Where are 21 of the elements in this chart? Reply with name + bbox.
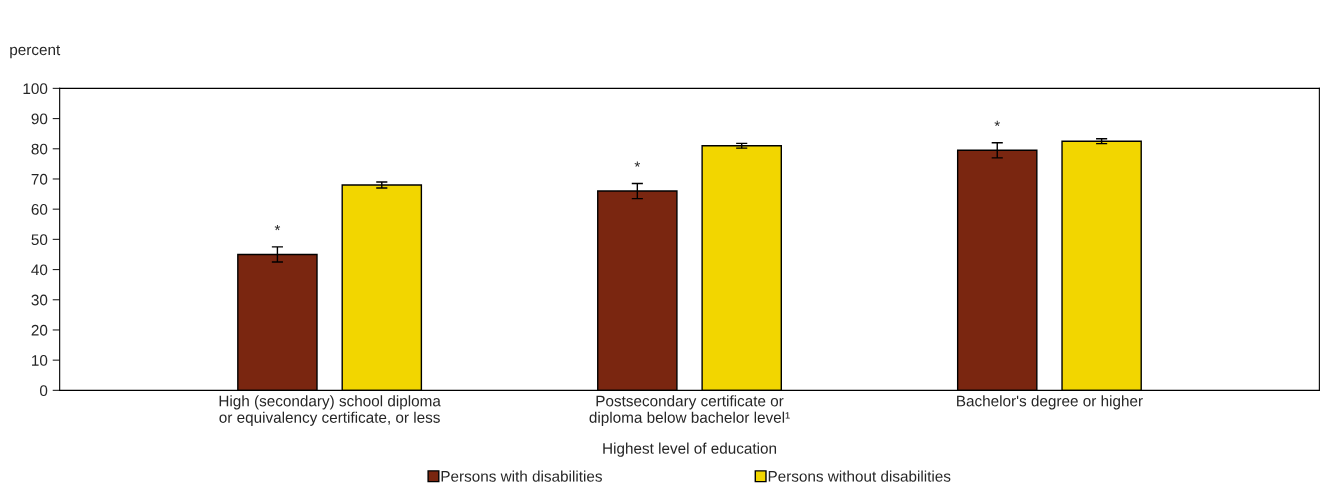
y-tick-label: 90 (31, 113, 48, 125)
y-tick-label: 100 (23, 83, 48, 95)
y-tick-label: 80 (31, 143, 48, 155)
x-tick-label: High (secondary) school diploma or equivalency certificate, or less (219, 395, 441, 426)
y-tick-label: 30 (31, 294, 48, 306)
legend-label: Persons with disabilities (441, 470, 602, 482)
y-tick-label: 40 (31, 264, 48, 276)
y-tick-label: 70 (31, 173, 48, 185)
y-tick-label: 60 (31, 204, 48, 215)
x-tick-label: Postsecondary certificate or diploma below bachelor level¹ (589, 395, 790, 426)
y-axis-title: percent (10, 45, 61, 59)
y-tick-label: 10 (32, 355, 48, 366)
annotation: * (994, 120, 1000, 127)
y-tick-label: 0 (39, 385, 48, 397)
legend-label: Persons without disabilities (768, 470, 951, 482)
x-tick-label: Bachelor's degree or higher (957, 395, 1143, 410)
y-tick-label: 20 (31, 324, 48, 336)
y-tick-label: 50 (31, 234, 48, 246)
x-axis-title: Highest level of education (603, 442, 777, 457)
annotation: * (274, 224, 281, 231)
annotation: * (634, 161, 641, 167)
